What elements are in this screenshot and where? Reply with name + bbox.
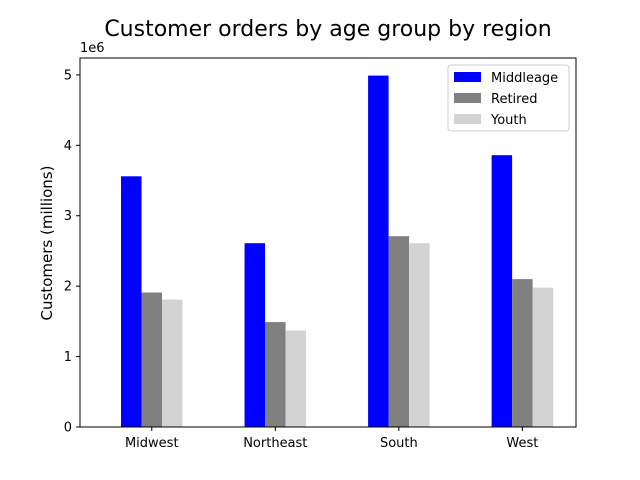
legend-label-retired: Retired — [491, 92, 537, 107]
bar-middleage-south — [368, 75, 389, 427]
legend-swatch-retired — [454, 93, 481, 103]
x-axis-ticks: Midwest Northeast South West — [125, 427, 538, 451]
bar-youth-northeast — [285, 330, 307, 427]
bar-retired-south — [388, 236, 410, 427]
bar-retired-west — [512, 279, 533, 427]
y-tick-label: 3 — [64, 209, 72, 224]
y-offset-label: 1e6 — [80, 41, 105, 56]
bar-retired-northeast — [265, 322, 286, 427]
chart-title: Customer orders by age group by region — [104, 17, 551, 42]
x-tick-label: West — [506, 436, 538, 451]
y-axis-label: Customers (millions) — [38, 166, 56, 321]
bar-youth-south — [409, 243, 430, 427]
legend: Middleage Retired Youth — [447, 64, 570, 132]
y-tick-label: 5 — [64, 68, 72, 83]
y-axis-ticks: 0 1 2 3 4 5 — [64, 68, 80, 436]
y-tick-label: 2 — [64, 280, 72, 295]
legend-swatch-middleage — [454, 72, 481, 82]
x-tick-label: South — [380, 436, 418, 451]
bar-middleage-northeast — [244, 243, 266, 427]
y-tick-label: 1 — [64, 350, 72, 365]
axes-frame — [79, 57, 577, 428]
bar-youth-west — [532, 287, 554, 427]
y-tick-label: 0 — [64, 421, 72, 436]
x-tick-label: Northeast — [243, 436, 307, 451]
plot-area — [121, 75, 554, 427]
bar-youth-midwest — [162, 299, 183, 427]
bar-middleage-midwest — [121, 176, 142, 427]
legend-label-youth: Youth — [490, 113, 527, 128]
bar-middleage-west — [491, 155, 513, 427]
legend-label-middleage: Middleage — [491, 71, 558, 86]
x-tick-label: Midwest — [125, 436, 179, 451]
y-tick-label: 4 — [64, 139, 72, 154]
legend-swatch-youth — [454, 114, 481, 124]
bar-retired-midwest — [141, 292, 163, 427]
